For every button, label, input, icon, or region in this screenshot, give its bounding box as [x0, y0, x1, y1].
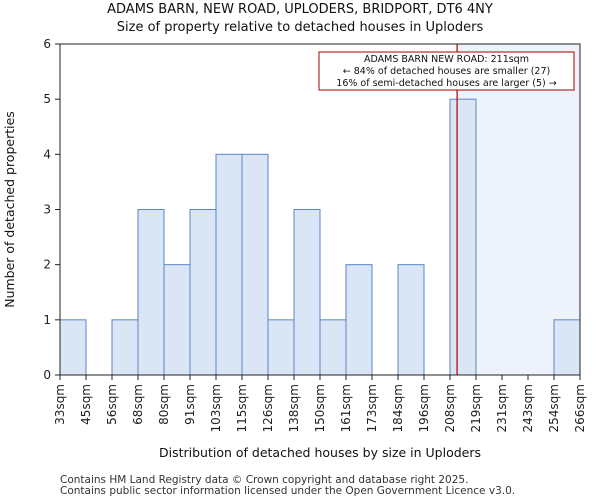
- y-tick-label: 3: [43, 203, 51, 217]
- x-tick-label: 126sqm: [261, 384, 275, 432]
- histogram-bar: [449, 98, 477, 376]
- x-tick-label: 80sqm: [157, 384, 171, 425]
- histogram-bar: [241, 153, 269, 376]
- x-tick-label: 231sqm: [495, 384, 509, 432]
- annotation-line-2: ← 84% of detached houses are smaller (27…: [343, 66, 550, 77]
- x-tick-label: 68sqm: [131, 384, 145, 425]
- x-tick-label: 208sqm: [443, 384, 457, 432]
- x-tick-label: 266sqm: [573, 384, 587, 432]
- x-tick-label: 219sqm: [469, 384, 483, 432]
- histogram-bar: [267, 319, 295, 376]
- y-tick-label: 5: [43, 92, 51, 106]
- x-tick-label: 184sqm: [391, 384, 405, 432]
- y-tick-label: 1: [43, 313, 51, 327]
- histogram-bar: [553, 319, 581, 376]
- annotation-line-1: ADAMS BARN NEW ROAD: 211sqm: [364, 54, 529, 65]
- chart-subtitle: Size of property relative to detached ho…: [116, 20, 484, 35]
- x-tick-label: 115sqm: [235, 384, 249, 432]
- x-tick-label: 56sqm: [105, 384, 119, 425]
- x-tick-label: 161sqm: [339, 384, 353, 432]
- x-tick-label: 254sqm: [547, 384, 561, 432]
- histogram-bar: [59, 319, 87, 376]
- footer-line-1: Contains HM Land Registry data © Crown c…: [60, 474, 469, 486]
- y-tick-label: 4: [43, 147, 51, 161]
- x-axis-label: Distribution of detached houses by size …: [159, 445, 481, 460]
- histogram-bar: [137, 209, 165, 376]
- y-tick-label: 6: [43, 37, 51, 51]
- x-tick-label: 243sqm: [521, 384, 535, 432]
- histogram-bar: [111, 319, 139, 376]
- x-tick-label: 150sqm: [313, 384, 327, 432]
- histogram-bar: [345, 264, 373, 376]
- x-tick-label: 33sqm: [53, 384, 67, 425]
- x-tick-label: 91sqm: [183, 384, 197, 425]
- histogram-bar: [215, 153, 243, 376]
- x-tick-label: 138sqm: [287, 384, 301, 432]
- annotation-frame: [318, 51, 575, 91]
- histogram-bar: [293, 209, 321, 376]
- x-tick-label: 103sqm: [209, 384, 223, 432]
- y-axis-label: Number of detached properties: [2, 111, 17, 308]
- plot-frame: [59, 43, 581, 376]
- histogram-bar: [163, 264, 191, 376]
- annotation-box: ADAMS BARN NEW ROAD: 211sqm ← 84% of det…: [318, 51, 575, 91]
- histogram-bar: [319, 319, 347, 376]
- x-tick-label: 196sqm: [417, 384, 431, 432]
- annotation-line-3: 16% of semi-detached houses are larger (…: [336, 78, 556, 89]
- x-tick-label: 45sqm: [79, 384, 93, 425]
- y-tick-label: 0: [43, 368, 51, 382]
- histogram-bar: [397, 264, 425, 376]
- x-tick-label: 173sqm: [365, 384, 379, 432]
- chart-title: ADAMS BARN, NEW ROAD, UPLODERS, BRIDPORT…: [107, 2, 493, 17]
- histogram-bar: [189, 209, 217, 376]
- footer-line-2: Contains public sector information licen…: [60, 485, 516, 497]
- y-tick-label: 2: [43, 258, 51, 272]
